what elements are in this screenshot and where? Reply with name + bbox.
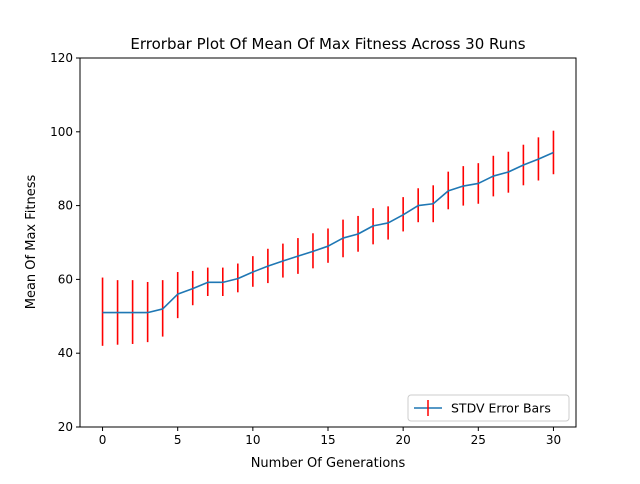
y-axis-label: Mean Of Max Fitness <box>24 175 39 310</box>
legend-frame <box>407 394 570 422</box>
legend-label: STDV Error Bars <box>451 401 551 416</box>
x-tick-label: 15 <box>320 433 335 447</box>
y-tick-label: 20 <box>58 420 73 434</box>
x-tick-label: 5 <box>174 433 182 447</box>
x-tick-label: 20 <box>396 433 411 447</box>
x-axis-label: Number Of Generations <box>251 456 406 471</box>
chart-title: Errorbar Plot Of Mean Of Max Fitness Acr… <box>130 35 525 53</box>
legend: STDV Error Bars <box>407 394 570 422</box>
x-tick-label: 10 <box>245 433 260 447</box>
x-tick-label: 0 <box>99 433 107 447</box>
y-tick-label: 120 <box>50 51 73 65</box>
y-tick-label: 40 <box>58 346 73 360</box>
x-tick-label: 25 <box>471 433 486 447</box>
x-tick-label: 30 <box>546 433 561 447</box>
y-tick-label: 60 <box>58 272 73 286</box>
y-tick-label: 80 <box>58 199 73 213</box>
y-tick-label: 100 <box>50 125 73 139</box>
mean-line <box>102 151 554 314</box>
plot-area: 0 5 10 15 20 25 30 20 40 60 80 100 120 <box>50 51 577 447</box>
